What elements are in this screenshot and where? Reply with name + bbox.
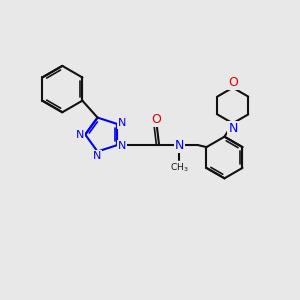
Text: CH$_3$: CH$_3$	[170, 162, 189, 175]
Text: N: N	[175, 139, 184, 152]
Text: O: O	[151, 113, 161, 126]
Text: N: N	[228, 122, 238, 136]
Text: N: N	[76, 130, 84, 140]
Text: N: N	[118, 118, 126, 128]
Text: N: N	[118, 141, 126, 151]
Text: O: O	[228, 76, 238, 88]
Text: N: N	[93, 151, 101, 161]
